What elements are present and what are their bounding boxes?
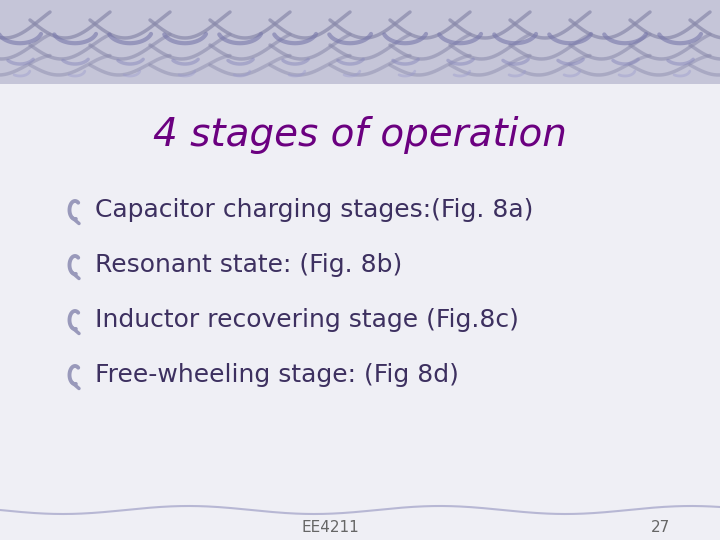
Text: EE4211: EE4211: [301, 519, 359, 535]
Text: Free-wheeling stage: (Fig 8d): Free-wheeling stage: (Fig 8d): [95, 363, 459, 387]
Text: Inductor recovering stage (Fig.8c): Inductor recovering stage (Fig.8c): [95, 308, 519, 332]
Text: Capacitor charging stages:(Fig. 8a): Capacitor charging stages:(Fig. 8a): [95, 198, 534, 222]
Text: 4 stages of operation: 4 stages of operation: [153, 116, 567, 154]
Bar: [0, 0, 720, 84]
Text: 27: 27: [650, 519, 670, 535]
Text: Resonant state: (Fig. 8b): Resonant state: (Fig. 8b): [95, 253, 402, 277]
